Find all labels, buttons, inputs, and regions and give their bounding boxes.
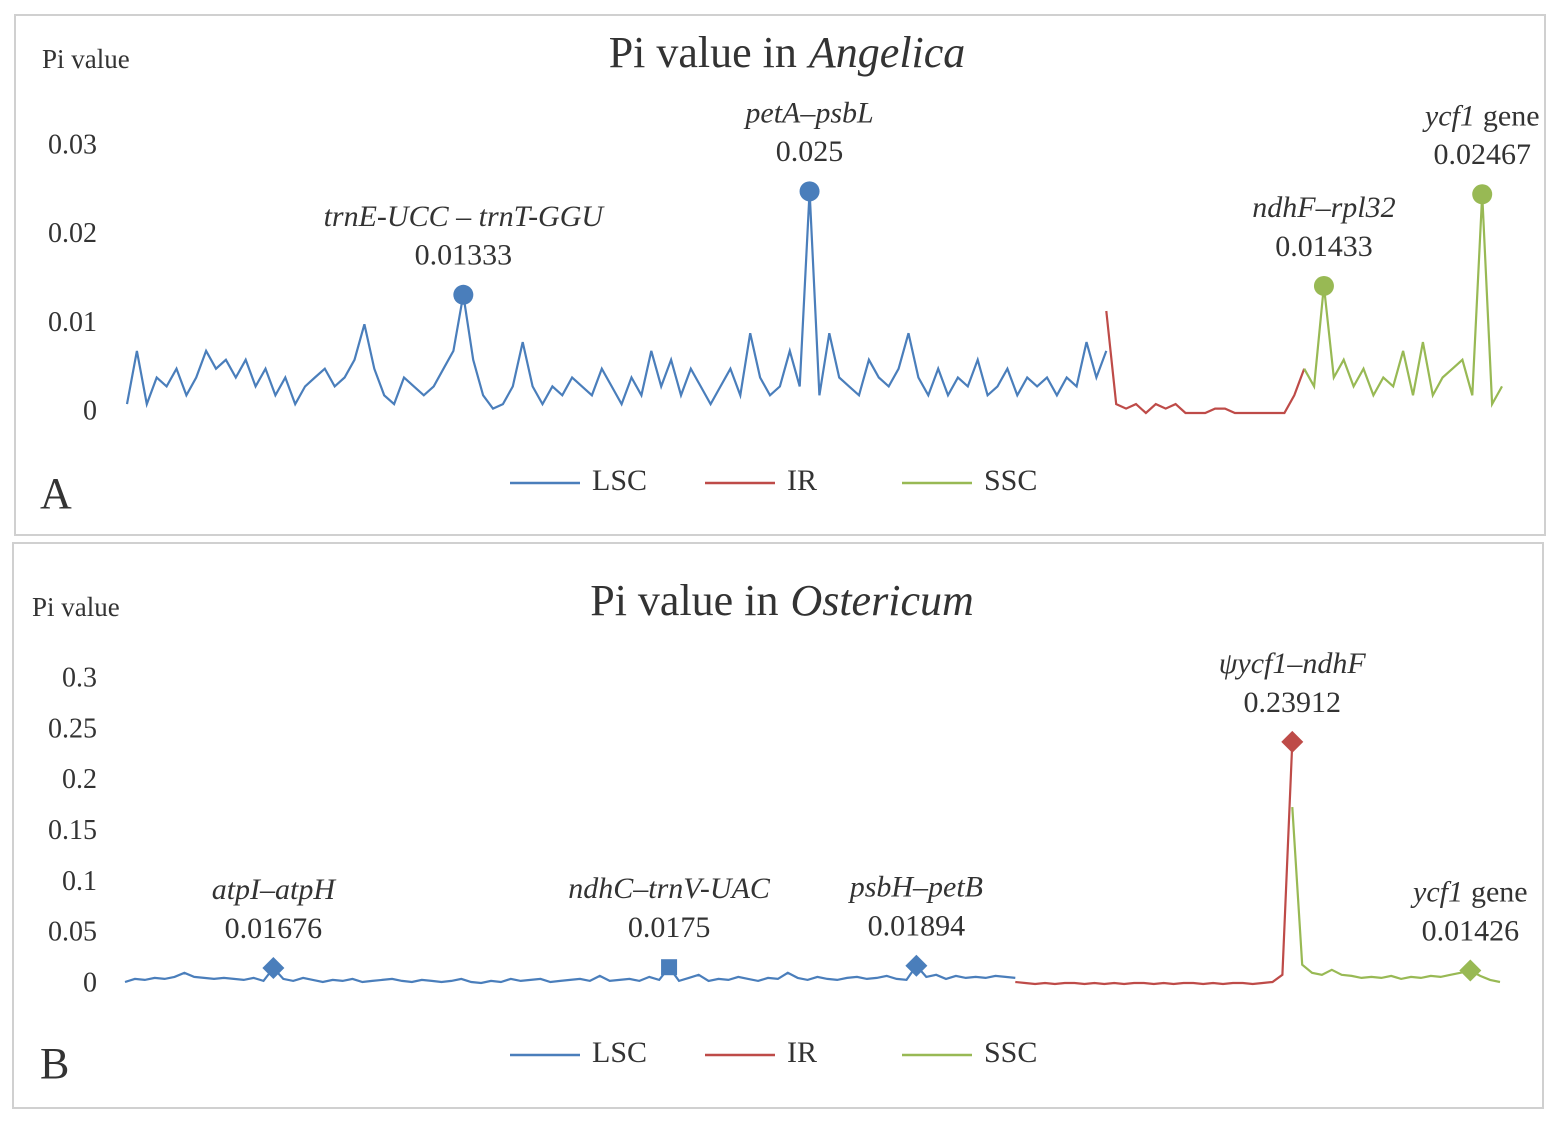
panel-letter: B [40,1039,69,1088]
y-tick-label: 0.03 [48,129,97,160]
panel-frame [12,542,1544,1109]
panel-frame [14,14,1546,536]
peak-marker [453,284,474,305]
peak-marker [905,954,928,977]
chart-title: Pi value in Angelica [609,28,966,77]
chart-title: Pi value in Ostericum [590,576,974,625]
annotation-value: 0.01894 [868,910,966,943]
annotation-value: 0.02467 [1433,138,1531,171]
series-line [125,191,1108,410]
y-tick-label: 0.1 [62,866,97,897]
annotation-name: ψycf1–ndhF [1219,647,1367,680]
legend-label: SSC [984,1036,1037,1069]
peak-marker [262,956,285,979]
y-tick-label: 0.2 [62,764,97,795]
annotation-label: ycf1 gene [1410,875,1528,908]
annotation-value: 0.01676 [225,912,323,945]
annotation-suffix: gene [1483,99,1540,132]
title-text: Pi value in [590,576,778,625]
series-line [1291,807,1501,984]
annotation-name: ycf1 [1410,875,1463,908]
peak-marker [1459,959,1482,982]
series-line [1105,310,1306,415]
y-tick-label: 0.01 [48,307,97,338]
annotation-suffix: gene [1471,875,1528,908]
y-tick-label: 0.15 [48,815,97,846]
peak-marker [1313,275,1334,296]
annotation-label: psbH–petB [848,871,983,904]
title-genus: Angelica [806,28,965,77]
annotation-value: 0.23912 [1244,686,1342,719]
annotation-name: ndhF–rpl32 [1252,191,1395,224]
y-tick-label: 0.25 [48,713,97,744]
series-line [124,963,1016,985]
annotation-label: ψycf1–ndhF [1219,647,1367,680]
legend-label: IR [787,1036,817,1069]
annotation-name: ycf1 [1422,99,1475,132]
y-tick-label: 0.05 [48,917,97,948]
legend-label: LSC [592,464,647,497]
y-tick-label: 0.3 [62,662,97,693]
y-tick-label: 0 [83,967,97,998]
title-text: Pi value in [609,28,797,77]
annotation-name: psbH–petB [848,871,983,904]
legend-label: SSC [984,464,1037,497]
annotation-value: 0.01333 [415,239,513,272]
annotation-label: ndhF–rpl32 [1252,191,1395,224]
y-axis-label: Pi value [32,592,120,622]
panel-letter: A [40,469,72,518]
peak-marker [1281,730,1304,753]
annotation-value: 0.01433 [1275,230,1373,263]
annotation-name: trnE-UCC – trnT-GGU [324,200,606,233]
annotation-label: ycf1 gene [1422,99,1540,132]
y-axis-label: Pi value [42,44,130,74]
annotation-value: 0.0175 [628,911,711,944]
peak-marker [799,181,820,202]
annotation-label: atpI–atpH [212,873,338,906]
annotation-label: trnE-UCC – trnT-GGU [324,200,606,233]
series-line [1303,194,1503,408]
annotation-name: petA–psbL [743,96,873,129]
annotation-name: atpI–atpH [212,873,338,906]
annotation-label: ndhC–trnV-UAC [568,872,771,905]
annotation-name: ndhC–trnV-UAC [568,872,771,905]
title-genus: Ostericum [790,576,973,625]
annotation-label: petA–psbL [743,96,873,129]
peak-marker [1472,184,1493,205]
annotation-value: 0.01426 [1422,914,1520,947]
y-tick-label: 0.02 [48,218,97,249]
series-line [1015,741,1294,986]
legend-label: IR [787,464,817,497]
peak-marker [661,959,678,976]
legend-label: LSC [592,1036,647,1069]
annotation-value: 0.025 [776,135,844,168]
y-tick-label: 0 [83,395,97,426]
